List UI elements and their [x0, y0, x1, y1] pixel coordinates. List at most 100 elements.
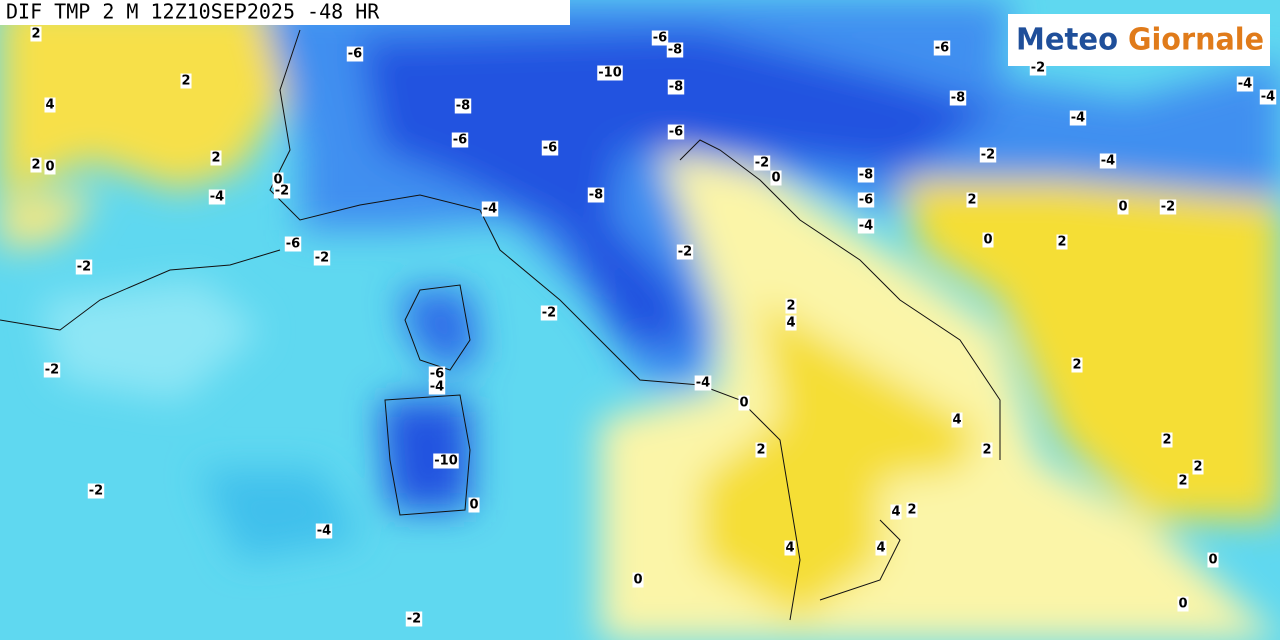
title-box: [0, 0, 570, 25]
label-background: [949, 90, 967, 106]
contour-label: 0: [633, 573, 642, 588]
contour-label: 4: [891, 505, 900, 520]
label-background: [587, 187, 605, 203]
label-background: [738, 395, 750, 411]
contour-label: -2: [678, 245, 692, 260]
label-background: [982, 232, 994, 248]
label-background: [43, 362, 61, 378]
label-background: [75, 259, 93, 275]
contour-label: -6: [430, 367, 444, 382]
label-background: [315, 523, 333, 539]
contour-label: -2: [77, 260, 91, 275]
label-background: [755, 442, 767, 458]
contour-label: 2: [31, 27, 40, 42]
label-background: [770, 170, 782, 186]
label-background: [1069, 110, 1087, 126]
contour-label: 4: [876, 541, 885, 556]
label-background: [346, 46, 364, 62]
label-background: [667, 79, 685, 95]
contour-label: 2: [982, 443, 991, 458]
contour-label: -4: [1101, 154, 1115, 169]
label-background: [481, 201, 499, 217]
contour-label: 2: [1193, 460, 1202, 475]
label-background: [540, 305, 558, 321]
label-background: [785, 298, 797, 314]
contour-label: -10: [434, 454, 458, 469]
label-background: [1029, 60, 1047, 76]
contour-label: 4: [45, 98, 54, 113]
contour-label: -8: [589, 188, 603, 203]
contour-label: -6: [543, 141, 557, 156]
contour-label: 0: [1178, 597, 1187, 612]
label-background: [210, 150, 222, 166]
contour-label: -4: [483, 202, 497, 217]
contour-label: -6: [286, 237, 300, 252]
label-background: [857, 167, 875, 183]
label-background: [933, 40, 951, 56]
contour-label: -10: [598, 66, 622, 81]
logo-word-1: Meteo: [1016, 23, 1118, 58]
contour-label: -4: [859, 219, 873, 234]
contour-label: 4: [786, 316, 795, 331]
label-background: [44, 97, 56, 113]
contour-label: 2: [786, 299, 795, 314]
logo: Meteo Giornale: [1008, 14, 1270, 66]
label-background: [1159, 199, 1177, 215]
label-background: [1207, 552, 1219, 568]
contour-label: 0: [1208, 553, 1217, 568]
contour-label: 4: [785, 541, 794, 556]
label-background: [784, 540, 796, 556]
label-background: [1177, 596, 1189, 612]
contour-label: -6: [859, 193, 873, 208]
contour-label: -4: [317, 524, 331, 539]
contour-label: -6: [669, 125, 683, 140]
label-background: [273, 183, 291, 199]
contour-label: -2: [45, 363, 59, 378]
label-background: [541, 140, 559, 156]
contour-label: 2: [1057, 235, 1066, 250]
label-background: [1161, 432, 1173, 448]
label-background: [428, 366, 446, 382]
label-background: [1236, 76, 1254, 92]
label-background: [1056, 234, 1068, 250]
contour-label: 2: [1162, 433, 1171, 448]
contour-label: -8: [456, 99, 470, 114]
label-background: [667, 124, 685, 140]
label-background: [1192, 459, 1204, 475]
label-background: [857, 218, 875, 234]
contour-label: -6: [348, 47, 362, 62]
label-background: [1177, 473, 1189, 489]
label-background: [785, 315, 797, 331]
label-background: [1117, 199, 1129, 215]
contour-label: -2: [542, 306, 556, 321]
label-background: [30, 26, 42, 42]
contour-label: 0: [771, 171, 780, 186]
label-background: [979, 147, 997, 163]
label-background: [405, 611, 423, 627]
label-background: [208, 189, 226, 205]
contour-label: -2: [275, 184, 289, 199]
contour-label: 2: [181, 74, 190, 89]
contour-label: -2: [1031, 61, 1045, 76]
contour-label: 2: [211, 151, 220, 166]
label-background: [428, 379, 446, 395]
contour-label: -4: [696, 376, 710, 391]
label-background: [666, 42, 684, 58]
label-background: [875, 540, 887, 556]
contour-label: -2: [755, 156, 769, 171]
label-background: [694, 375, 712, 391]
contour-label: -6: [453, 133, 467, 148]
contour-label: 2: [1072, 358, 1081, 373]
label-background: [597, 65, 623, 81]
contour-label: -8: [668, 43, 682, 58]
label-background: [890, 504, 902, 520]
label-background: [857, 192, 875, 208]
label-background: [966, 192, 978, 208]
contour-labels: 2 -6 -6 -8 -6 -2 2 4 -10 -8 -8 -4 -4 -8 -4 -6 -6 -6 -2 -4 2 2…: [30, 26, 1277, 627]
label-background: [30, 157, 42, 173]
label-background: [753, 155, 771, 171]
label-background: [433, 453, 459, 469]
contour-label: 2: [967, 193, 976, 208]
contour-label: -8: [859, 168, 873, 183]
